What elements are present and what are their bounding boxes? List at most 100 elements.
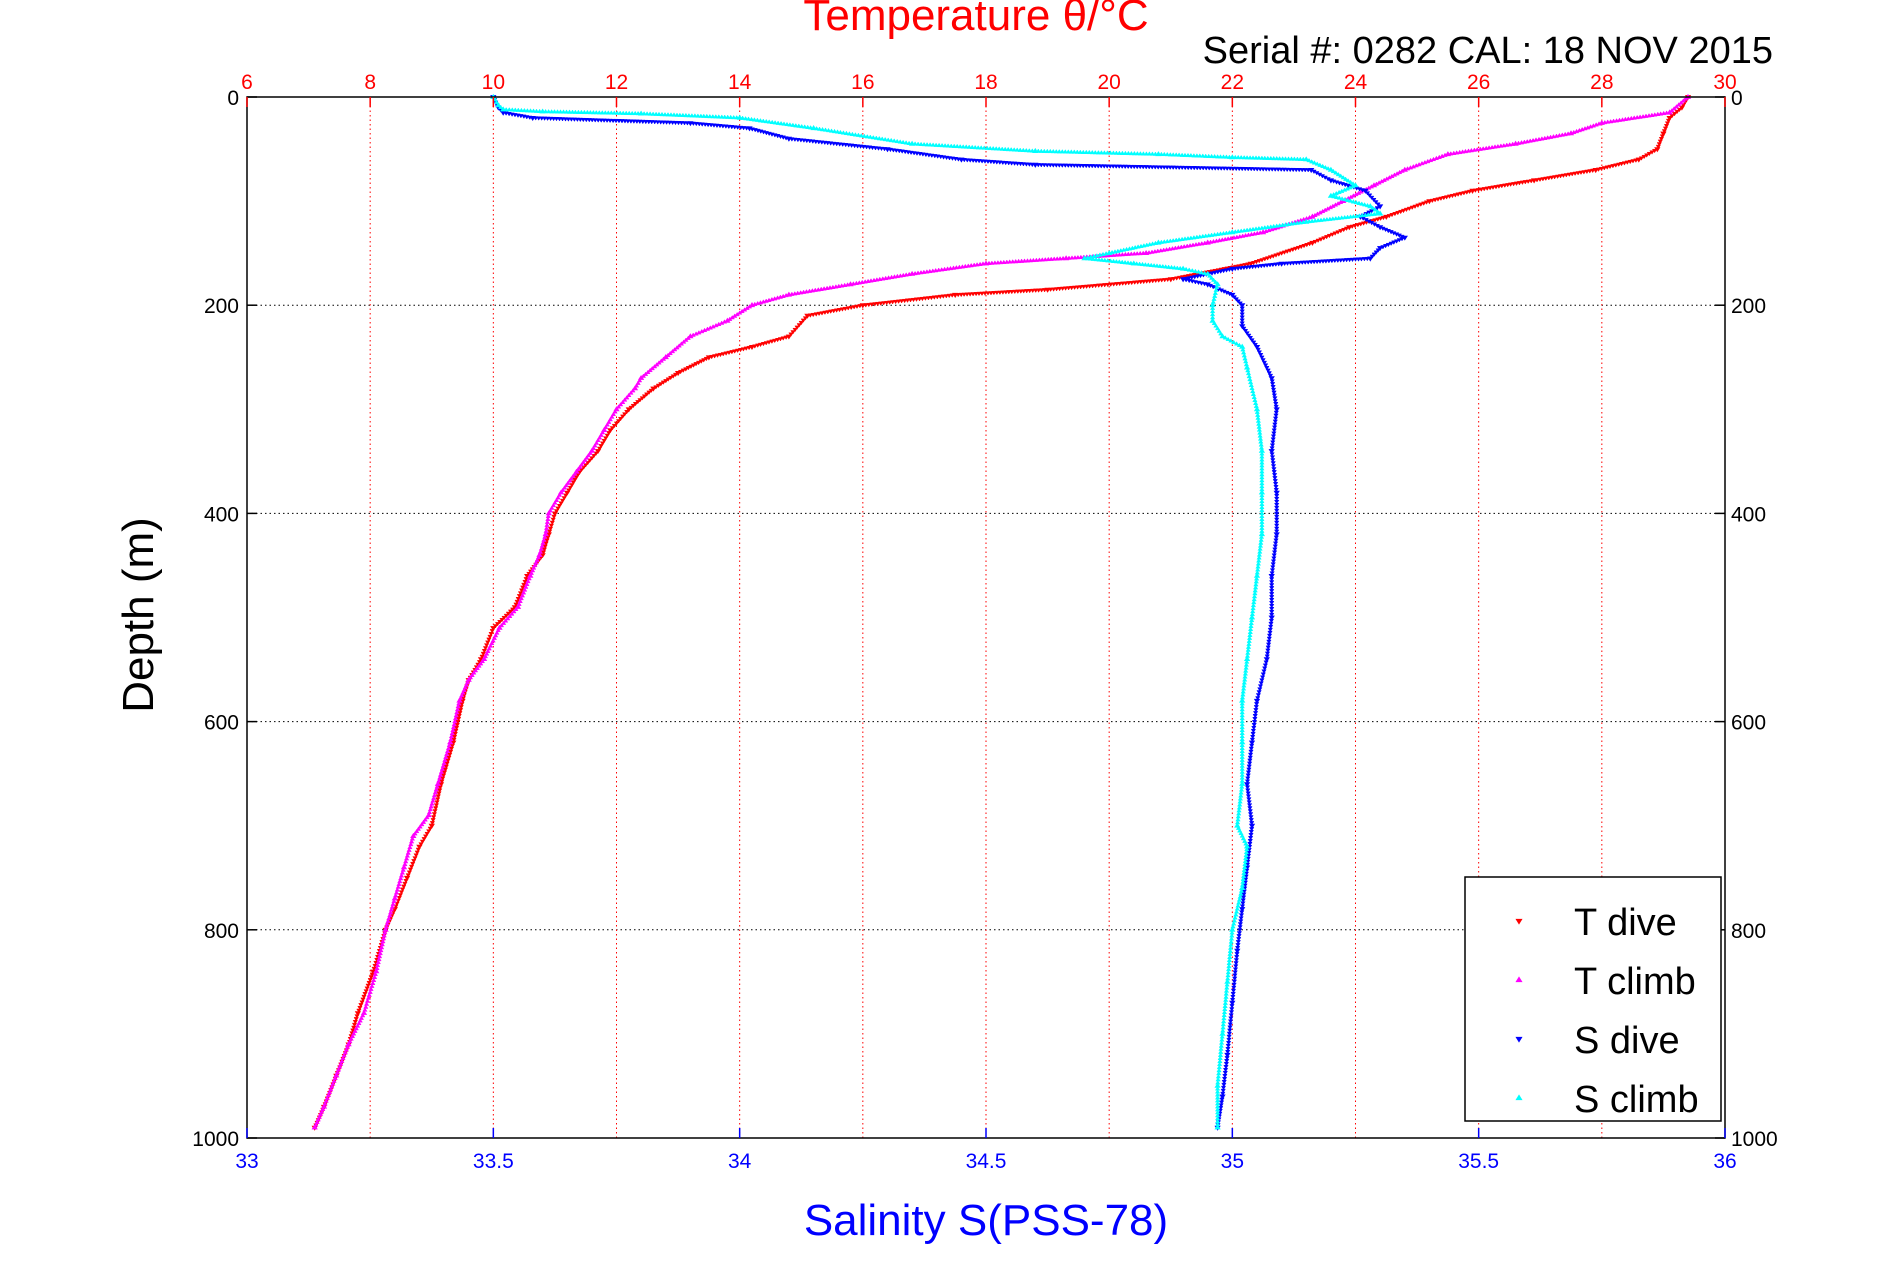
interpolated-marker — [1126, 246, 1133, 251]
data-point — [748, 302, 756, 308]
interpolated-marker — [656, 111, 662, 116]
interpolated-marker — [1269, 604, 1275, 609]
interpolated-marker — [1634, 114, 1640, 120]
interpolated-marker — [441, 760, 447, 765]
interpolated-marker — [1259, 678, 1265, 683]
interpolated-marker — [558, 501, 564, 506]
interpolated-marker — [1613, 118, 1620, 123]
interpolated-marker — [1184, 243, 1190, 248]
interpolated-marker — [1269, 452, 1275, 457]
interpolated-marker — [396, 881, 402, 886]
interpolated-marker — [1622, 116, 1629, 121]
interpolated-marker — [1333, 190, 1339, 196]
interpolated-marker — [399, 887, 406, 892]
interpolated-marker — [1268, 624, 1274, 630]
interpolated-marker — [447, 752, 453, 757]
interpolated-marker — [501, 615, 507, 621]
interpolated-marker — [1229, 1004, 1235, 1009]
interpolated-marker — [969, 144, 975, 149]
interpolated-marker — [1250, 391, 1257, 396]
interpolated-marker — [894, 138, 900, 144]
interpolated-marker — [553, 497, 560, 502]
interpolated-marker — [656, 360, 662, 365]
interpolated-marker — [1251, 723, 1257, 728]
interpolated-marker — [1368, 211, 1374, 217]
interpolated-marker — [778, 120, 784, 126]
interpolated-marker — [871, 277, 877, 282]
interpolated-marker — [962, 263, 968, 269]
interpolated-marker — [1266, 227, 1272, 233]
interpolated-marker — [1033, 257, 1040, 262]
interpolated-marker — [357, 1005, 363, 1011]
interpolated-marker — [1407, 165, 1414, 170]
interpolated-marker — [1269, 589, 1275, 594]
interpolated-marker — [1350, 193, 1357, 198]
interpolated-marker — [397, 893, 404, 898]
interpolated-marker — [1247, 841, 1253, 847]
interpolated-marker — [1238, 916, 1244, 921]
interpolated-marker — [859, 279, 865, 284]
interpolated-marker — [1113, 252, 1120, 257]
y-tick-label-left: 600 — [204, 712, 239, 735]
interpolated-marker — [1274, 499, 1280, 505]
interpolated-marker — [996, 146, 1002, 151]
interpolated-marker — [651, 364, 658, 369]
interpolated-marker — [1237, 925, 1243, 930]
interpolated-marker — [1228, 338, 1234, 343]
interpolated-marker — [405, 850, 411, 855]
interpolated-marker — [1246, 373, 1252, 379]
interpolated-marker — [1222, 1070, 1228, 1076]
interpolated-marker — [413, 853, 419, 858]
interpolated-marker — [1260, 672, 1266, 677]
data-point — [542, 531, 549, 537]
interpolated-marker — [1547, 134, 1554, 139]
interpolated-marker — [1465, 148, 1472, 153]
interpolated-marker — [1269, 455, 1276, 460]
data-point — [662, 354, 669, 360]
interpolated-marker — [1272, 416, 1279, 421]
interpolated-marker — [1336, 215, 1342, 220]
interpolated-marker — [1249, 827, 1255, 832]
interpolated-marker — [1115, 248, 1121, 253]
interpolated-marker — [1094, 253, 1100, 258]
interpolated-marker — [1430, 156, 1437, 162]
interpolated-marker — [1227, 1028, 1233, 1033]
interpolated-marker — [1220, 1088, 1226, 1094]
interpolated-marker — [1228, 235, 1234, 240]
interpolated-marker — [549, 520, 555, 525]
interpolated-marker — [1239, 306, 1245, 311]
interpolated-marker — [596, 435, 603, 440]
interpolated-marker — [957, 144, 963, 149]
interpolated-marker — [1246, 333, 1252, 338]
interpolated-marker — [1297, 220, 1303, 225]
interpolated-marker — [509, 107, 515, 112]
interpolated-marker — [1433, 155, 1440, 160]
interpolated-marker — [418, 842, 424, 847]
interpolated-marker — [953, 265, 960, 270]
interpolated-marker — [704, 113, 710, 119]
interpolated-marker — [803, 289, 810, 294]
data-point — [373, 968, 380, 974]
interpolated-marker — [1300, 219, 1306, 224]
y-axis-label: Depth (m) — [114, 517, 163, 713]
interpolated-marker — [1102, 257, 1108, 263]
interpolated-marker — [777, 294, 784, 299]
interpolated-marker — [1364, 191, 1371, 196]
interpolated-marker — [834, 129, 841, 134]
interpolated-marker — [1573, 128, 1580, 134]
interpolated-marker — [1353, 191, 1359, 197]
interpolated-marker — [1228, 1010, 1235, 1015]
interpolated-marker — [1269, 607, 1275, 612]
interpolated-marker — [527, 108, 534, 113]
interpolated-marker — [1368, 184, 1375, 189]
interpolated-marker — [539, 543, 545, 548]
interpolated-marker — [1253, 708, 1259, 713]
interpolated-marker — [396, 896, 402, 901]
interpolated-marker — [549, 505, 555, 510]
interpolated-marker — [769, 296, 775, 302]
interpolated-marker — [598, 432, 604, 437]
interpolated-marker — [865, 278, 871, 283]
interpolated-marker — [1262, 663, 1269, 668]
interpolated-marker — [445, 745, 452, 750]
interpolated-marker — [359, 1000, 365, 1005]
